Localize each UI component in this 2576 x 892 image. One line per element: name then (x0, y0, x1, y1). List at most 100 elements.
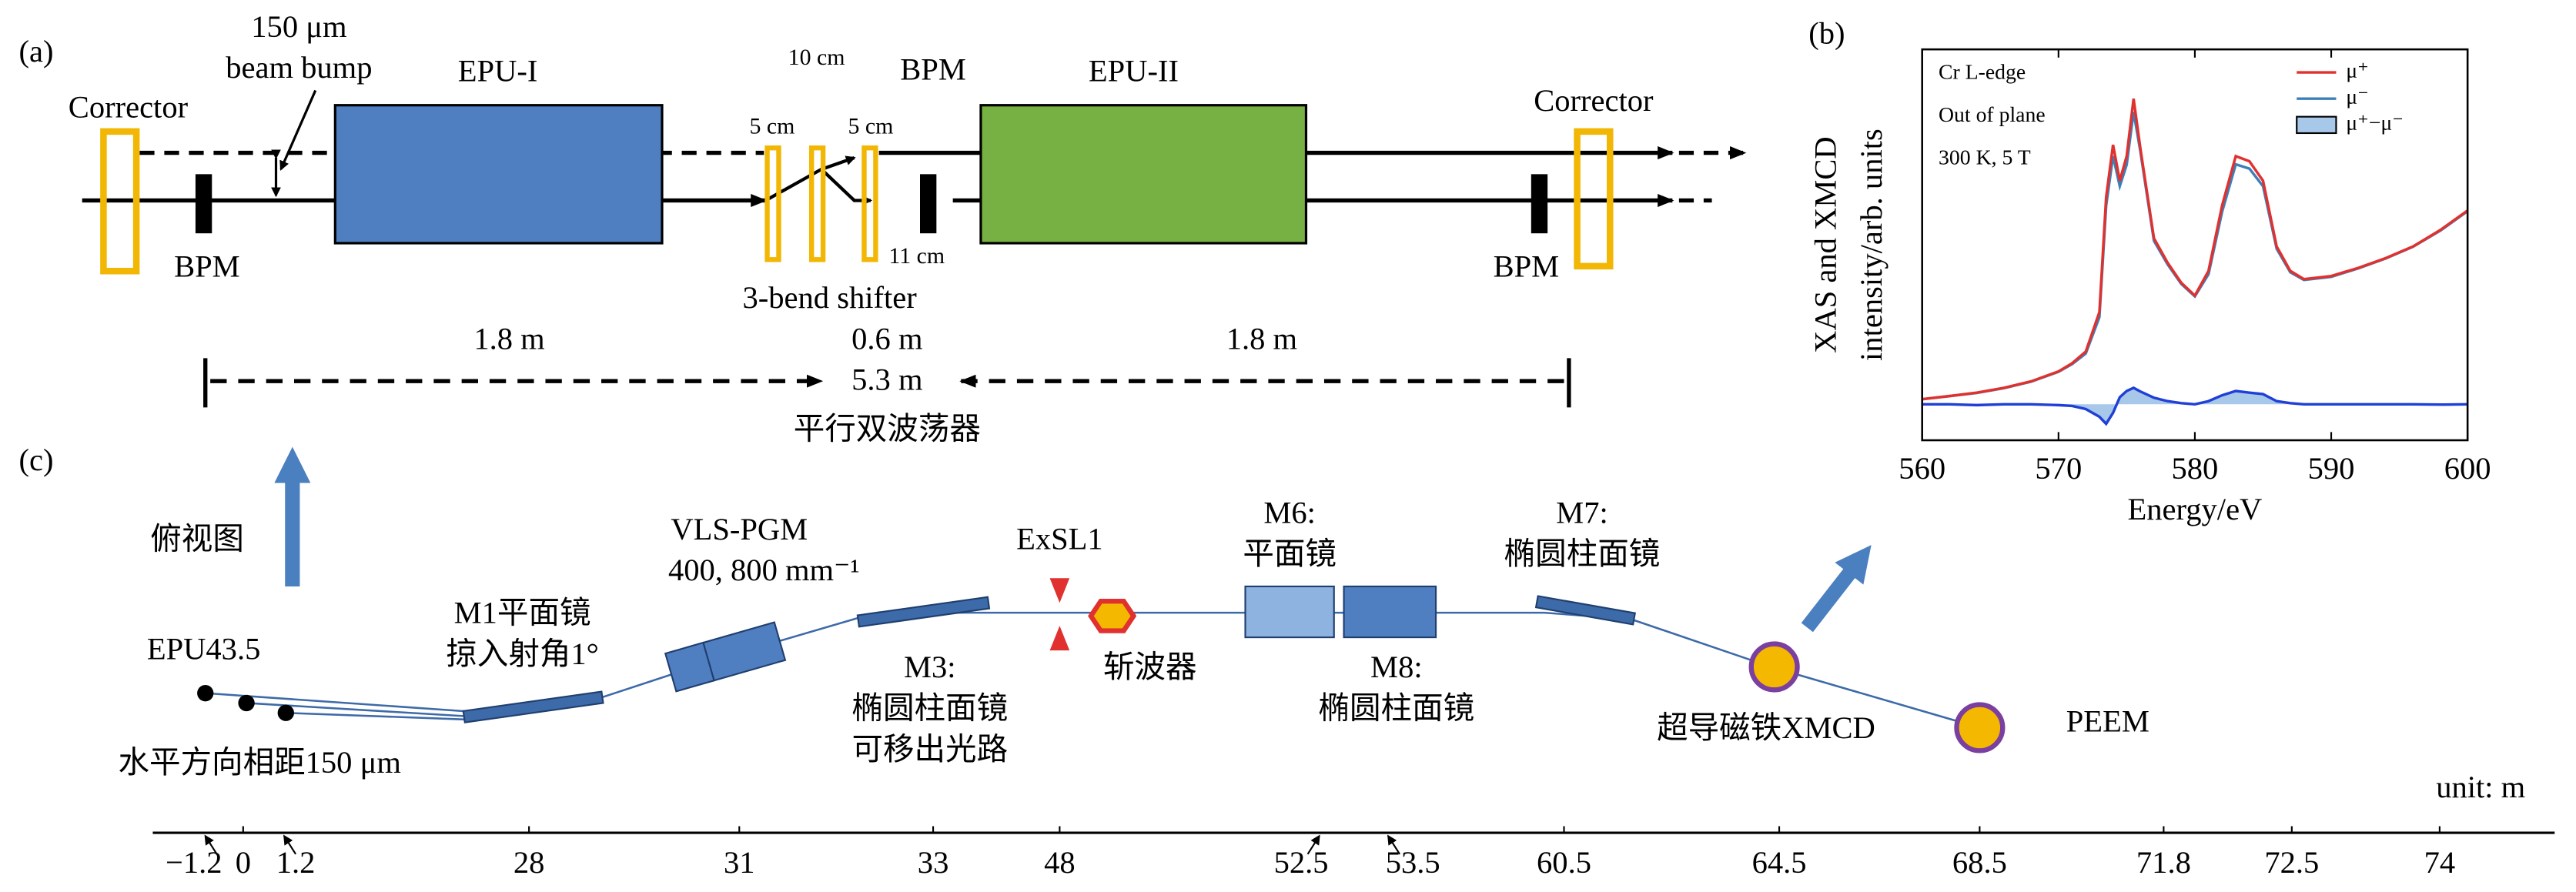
peem-station (1954, 702, 2006, 753)
position-pointer (204, 834, 218, 855)
position-label: 60.5 (1537, 845, 1591, 880)
x-tick-label: 580 (2172, 451, 2219, 486)
bpm (195, 174, 212, 234)
x-axis-title: Energy/eV (2128, 492, 2263, 526)
bump-label: beam bump (226, 50, 372, 85)
shifter-label: 3-bend shifter (743, 280, 918, 315)
shifter-magnet (861, 145, 878, 262)
chopper-label: 斩波器 (1103, 650, 1197, 684)
spacing-label: 10 cm (788, 45, 845, 70)
series-line (1922, 386, 2468, 426)
x-tick-label: 600 (2444, 451, 2491, 486)
x-tick-label: 590 (2308, 451, 2355, 486)
x-tick-label: 560 (1899, 451, 1945, 486)
bump-label: 150 μm (251, 9, 346, 44)
panel-c-shapes (152, 446, 2555, 834)
separation-label: 水平方向相距150 μm (118, 745, 400, 780)
position-label: 33 (918, 845, 949, 880)
y-axis-title: intensity/arb. units (1854, 129, 1889, 361)
source-point (238, 694, 255, 712)
view-arrow (1801, 545, 1872, 633)
shifter-magnet (808, 145, 826, 262)
pointer (279, 89, 317, 171)
corrector (1574, 128, 1614, 270)
position-label: 31 (724, 845, 755, 880)
mirror-m8 (1343, 585, 1437, 639)
mirror-m6 (1244, 585, 1335, 639)
view-label: 俯视图 (150, 522, 244, 556)
pgm-label: 400, 800 mm⁻¹ (668, 553, 860, 587)
epu-2 (979, 104, 1308, 245)
spacing-label: 5 cm (848, 113, 894, 139)
position-label: 68.5 (1952, 845, 2007, 880)
position-label: 72.5 (2264, 845, 2319, 880)
xmcd-area (1922, 387, 2468, 424)
m7-label: M7: (1556, 495, 1608, 530)
pgm-label: VLS-PGM (671, 512, 808, 546)
total-label: 5.3 m (851, 362, 922, 397)
position-pointer (283, 834, 297, 855)
panel-label: (c) (18, 443, 53, 477)
legend-label: μ⁺ (2346, 58, 2369, 82)
annotation: 300 K, 5 T (1939, 145, 2031, 169)
xmcd-label: 超导磁铁XMCD (1657, 710, 1875, 745)
m1-label: 掠入射角1° (446, 636, 599, 671)
source-label: EPU43.5 (147, 632, 261, 666)
xas-plot: (b) 560 570 580 590 600 Energy/eV XAS and XMCD i… (1808, 15, 2491, 526)
position-label: −1.2 (166, 845, 222, 880)
corrector-label: Corrector (69, 89, 189, 124)
m6-label: M6: (1263, 495, 1316, 530)
bpm-label: BPM (1494, 249, 1560, 283)
offset-label: 11 cm (888, 243, 945, 269)
peem-label: PEEM (2066, 703, 2149, 738)
position-label: 53.5 (1386, 845, 1440, 880)
length-label: 1.8 m (473, 321, 544, 356)
slit-label: ExSL1 (1016, 522, 1103, 556)
position-label: 64.5 (1752, 845, 1807, 880)
bpm-label: BPM (900, 52, 966, 86)
legend-label: μ⁺−μ⁻ (2346, 112, 2404, 135)
caption: 平行双波荡器 (794, 412, 981, 446)
x-tick-label: 570 (2035, 451, 2082, 486)
unit-label: unit: m (2436, 770, 2525, 804)
m1-label: M1平面镜 (454, 596, 591, 630)
position-label: 74 (2424, 845, 2456, 880)
shifter-magnet (764, 145, 781, 262)
corrector (100, 128, 140, 275)
m3-label: 可移出光路 (851, 732, 1008, 767)
legend-swatch (2296, 115, 2337, 135)
position-label: 1.2 (276, 845, 316, 880)
m6-label: 平面镜 (1243, 536, 1337, 571)
position-label: 71.8 (2136, 845, 2191, 880)
m3-label: M3: (904, 650, 956, 684)
position-pointer (1306, 834, 1320, 855)
panel-a-shapes (82, 89, 1747, 408)
m3-label: 椭圆柱面镜 (851, 690, 1008, 725)
pgm (664, 621, 787, 693)
series-line (1922, 98, 2469, 401)
bpm (920, 174, 937, 234)
spacing-label: 5 cm (750, 113, 795, 139)
source-point (197, 684, 214, 702)
position-label: 0 (236, 845, 251, 880)
pgm-grating (702, 621, 787, 682)
mirror-m3 (856, 596, 991, 628)
position-label: 48 (1044, 845, 1076, 880)
length-label: 1.8 m (1226, 321, 1297, 356)
epu-label: EPU-I (458, 53, 538, 88)
xmcd-station (1748, 641, 1800, 693)
m7-label: 椭圆柱面镜 (1504, 536, 1661, 571)
epu-1 (333, 104, 664, 245)
m8-label: M8: (1370, 650, 1423, 684)
y-axis-title: XAS and XMCD (1808, 136, 1842, 352)
position-label: 52.5 (1274, 845, 1329, 880)
position-label: 28 (514, 845, 545, 880)
slit (1049, 578, 1070, 651)
m8-label: 椭圆柱面镜 (1319, 690, 1475, 725)
mirror-m7 (1534, 595, 1637, 626)
position-pointer (1387, 834, 1401, 855)
bpm (1531, 174, 1548, 234)
source-point (277, 704, 294, 721)
legend-label: μ⁻ (2346, 85, 2369, 109)
